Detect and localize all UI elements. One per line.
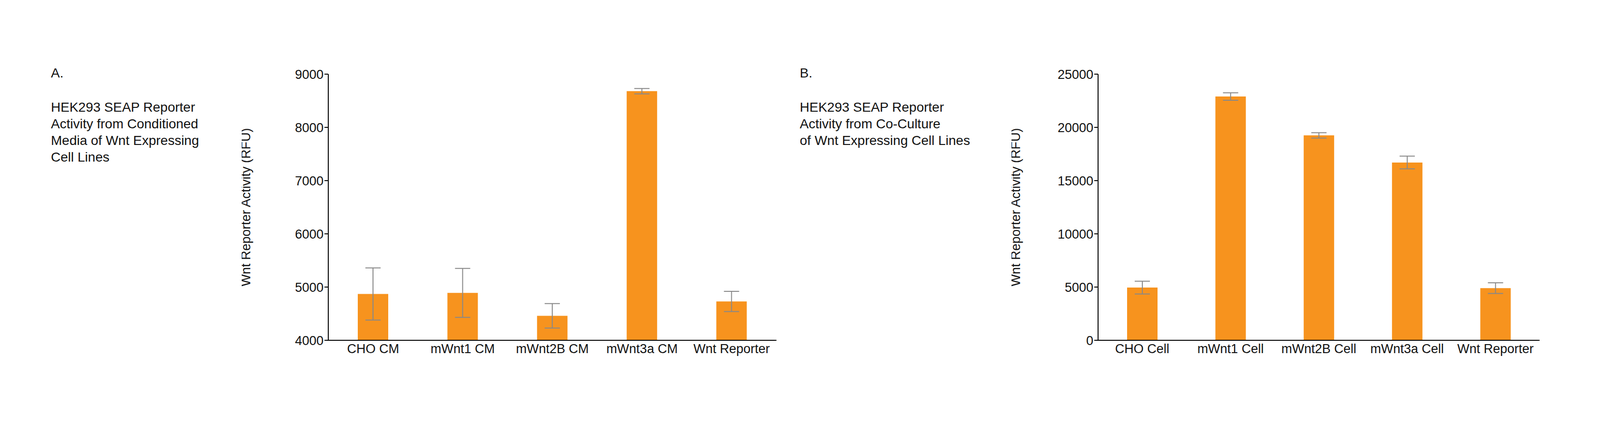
svg-text:7000: 7000: [294, 174, 324, 189]
svg-text:6000: 6000: [294, 227, 324, 242]
svg-text:Wnt Reporter Activity (RFU): Wnt Reporter Activity (RFU): [1011, 127, 1023, 287]
svg-text:20000: 20000: [1057, 120, 1094, 136]
svg-text:15000: 15000: [1057, 174, 1094, 189]
html-text:B.: B.: [799, 65, 813, 81]
svg-text:mWnt3a CM: mWnt3a CM: [606, 342, 678, 357]
svg-text:Wnt Reporter Activity (RFU): Wnt Reporter Activity (RFU): [241, 127, 254, 287]
svg-text:5000: 5000: [1064, 280, 1094, 295]
svg-text:mWnt1 Cell: mWnt1 Cell: [1197, 342, 1265, 357]
svg-text:mWnt1 CM: mWnt1 CM: [430, 342, 495, 357]
svg-text:mWnt3a Cell: mWnt3a Cell: [1370, 342, 1444, 357]
svg-text:mWnt2B CM: mWnt2B CM: [515, 342, 589, 357]
svg-text:Wnt Reporter: Wnt Reporter: [1457, 342, 1534, 357]
svg-text:8000: 8000: [294, 120, 324, 136]
svg-text:mWnt2B Cell: mWnt2B Cell: [1281, 342, 1357, 357]
svg-text:CHO CM: CHO CM: [346, 342, 400, 357]
html-text:A.: A.: [50, 65, 64, 81]
svg-text:4000: 4000: [294, 333, 324, 349]
svg-text:25000: 25000: [1057, 67, 1094, 82]
html-text:HEK293 SEAP Reporter Activity: HEK293 SEAP Reporter Activity from Co-Cu…: [799, 99, 971, 148]
svg-text:10000: 10000: [1057, 227, 1094, 242]
svg-text:0: 0: [1086, 333, 1094, 349]
svg-text:CHO Cell: CHO Cell: [1115, 342, 1170, 357]
svg-text:5000: 5000: [294, 280, 324, 295]
svg-text:9000: 9000: [294, 67, 324, 82]
svg-text:Wnt Reporter: Wnt Reporter: [693, 342, 771, 357]
html-text:HEK293 SEAP Reporter Activity: HEK293 SEAP Reporter Activity from Condi…: [50, 99, 200, 165]
